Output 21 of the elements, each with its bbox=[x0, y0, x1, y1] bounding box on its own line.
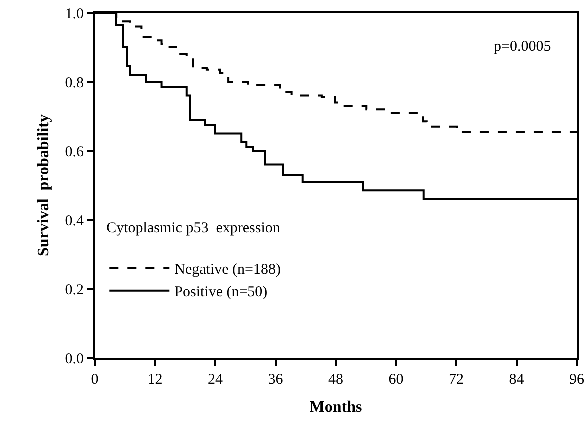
x-tick-label: 12 bbox=[148, 372, 163, 388]
annotation: p=0.0005 bbox=[494, 39, 552, 55]
y-tick-label: 0.2 bbox=[65, 282, 84, 298]
x-tick-label: 84 bbox=[509, 372, 525, 388]
x-tick-label: 60 bbox=[388, 372, 404, 388]
legend-label: Negative (n=188) bbox=[174, 262, 281, 278]
x-tick-label: 96 bbox=[570, 372, 585, 388]
y-tick-label: 0.4 bbox=[65, 213, 84, 230]
x-tick-label: 72 bbox=[449, 372, 464, 388]
x-tick-label: 48 bbox=[328, 372, 344, 388]
y-axis-title: Survival probability bbox=[36, 114, 53, 256]
x-tick-label: 24 bbox=[208, 372, 224, 388]
x-tick-label: 0 bbox=[91, 372, 99, 388]
y-tick-label: 0.6 bbox=[65, 144, 84, 160]
x-tick-label: 36 bbox=[268, 372, 284, 388]
y-tick-label: 1.0 bbox=[65, 6, 84, 22]
legend-label: Positive (n=50) bbox=[174, 284, 268, 301]
y-tick-label: 0.0 bbox=[65, 351, 84, 368]
y-tick-label: 0.8 bbox=[65, 75, 84, 92]
x-axis-title: Months bbox=[310, 399, 362, 416]
legend-title: Cytoplasmic p53 expression bbox=[106, 220, 281, 237]
